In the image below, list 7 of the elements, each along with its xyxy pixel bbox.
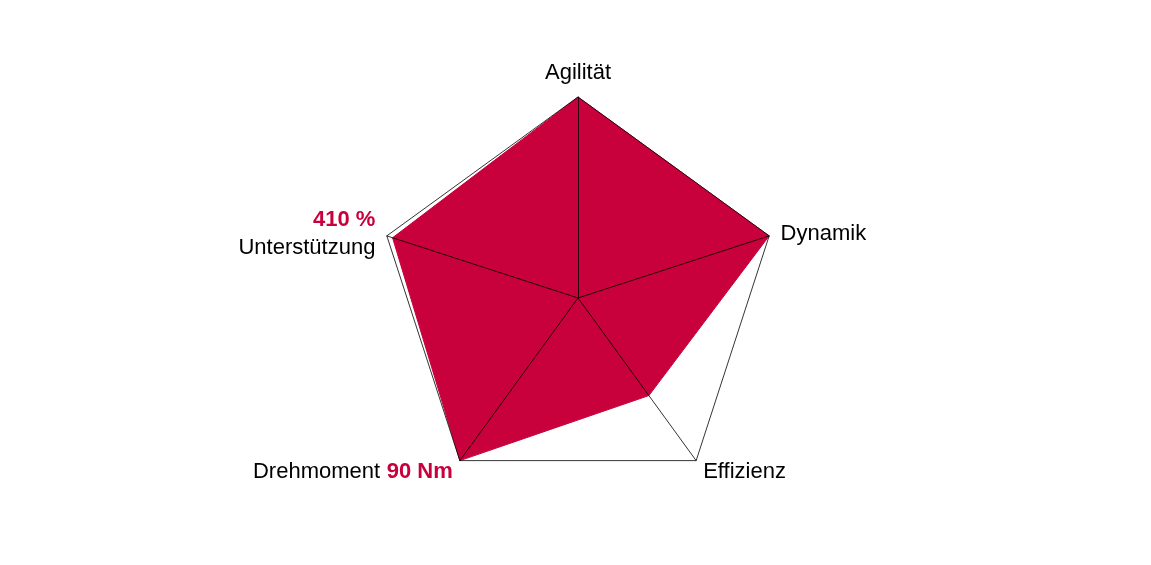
spoke-label: Dynamik	[780, 219, 868, 245]
spoke-label: Drehmoment	[252, 457, 381, 483]
text: 410 %	[313, 205, 376, 231]
text: 90 Nm	[386, 457, 453, 483]
spoke-label: Agilität	[544, 58, 612, 84]
spoke-label: Effizienz	[703, 457, 786, 483]
spoke-label: Unterstützung	[238, 233, 376, 259]
